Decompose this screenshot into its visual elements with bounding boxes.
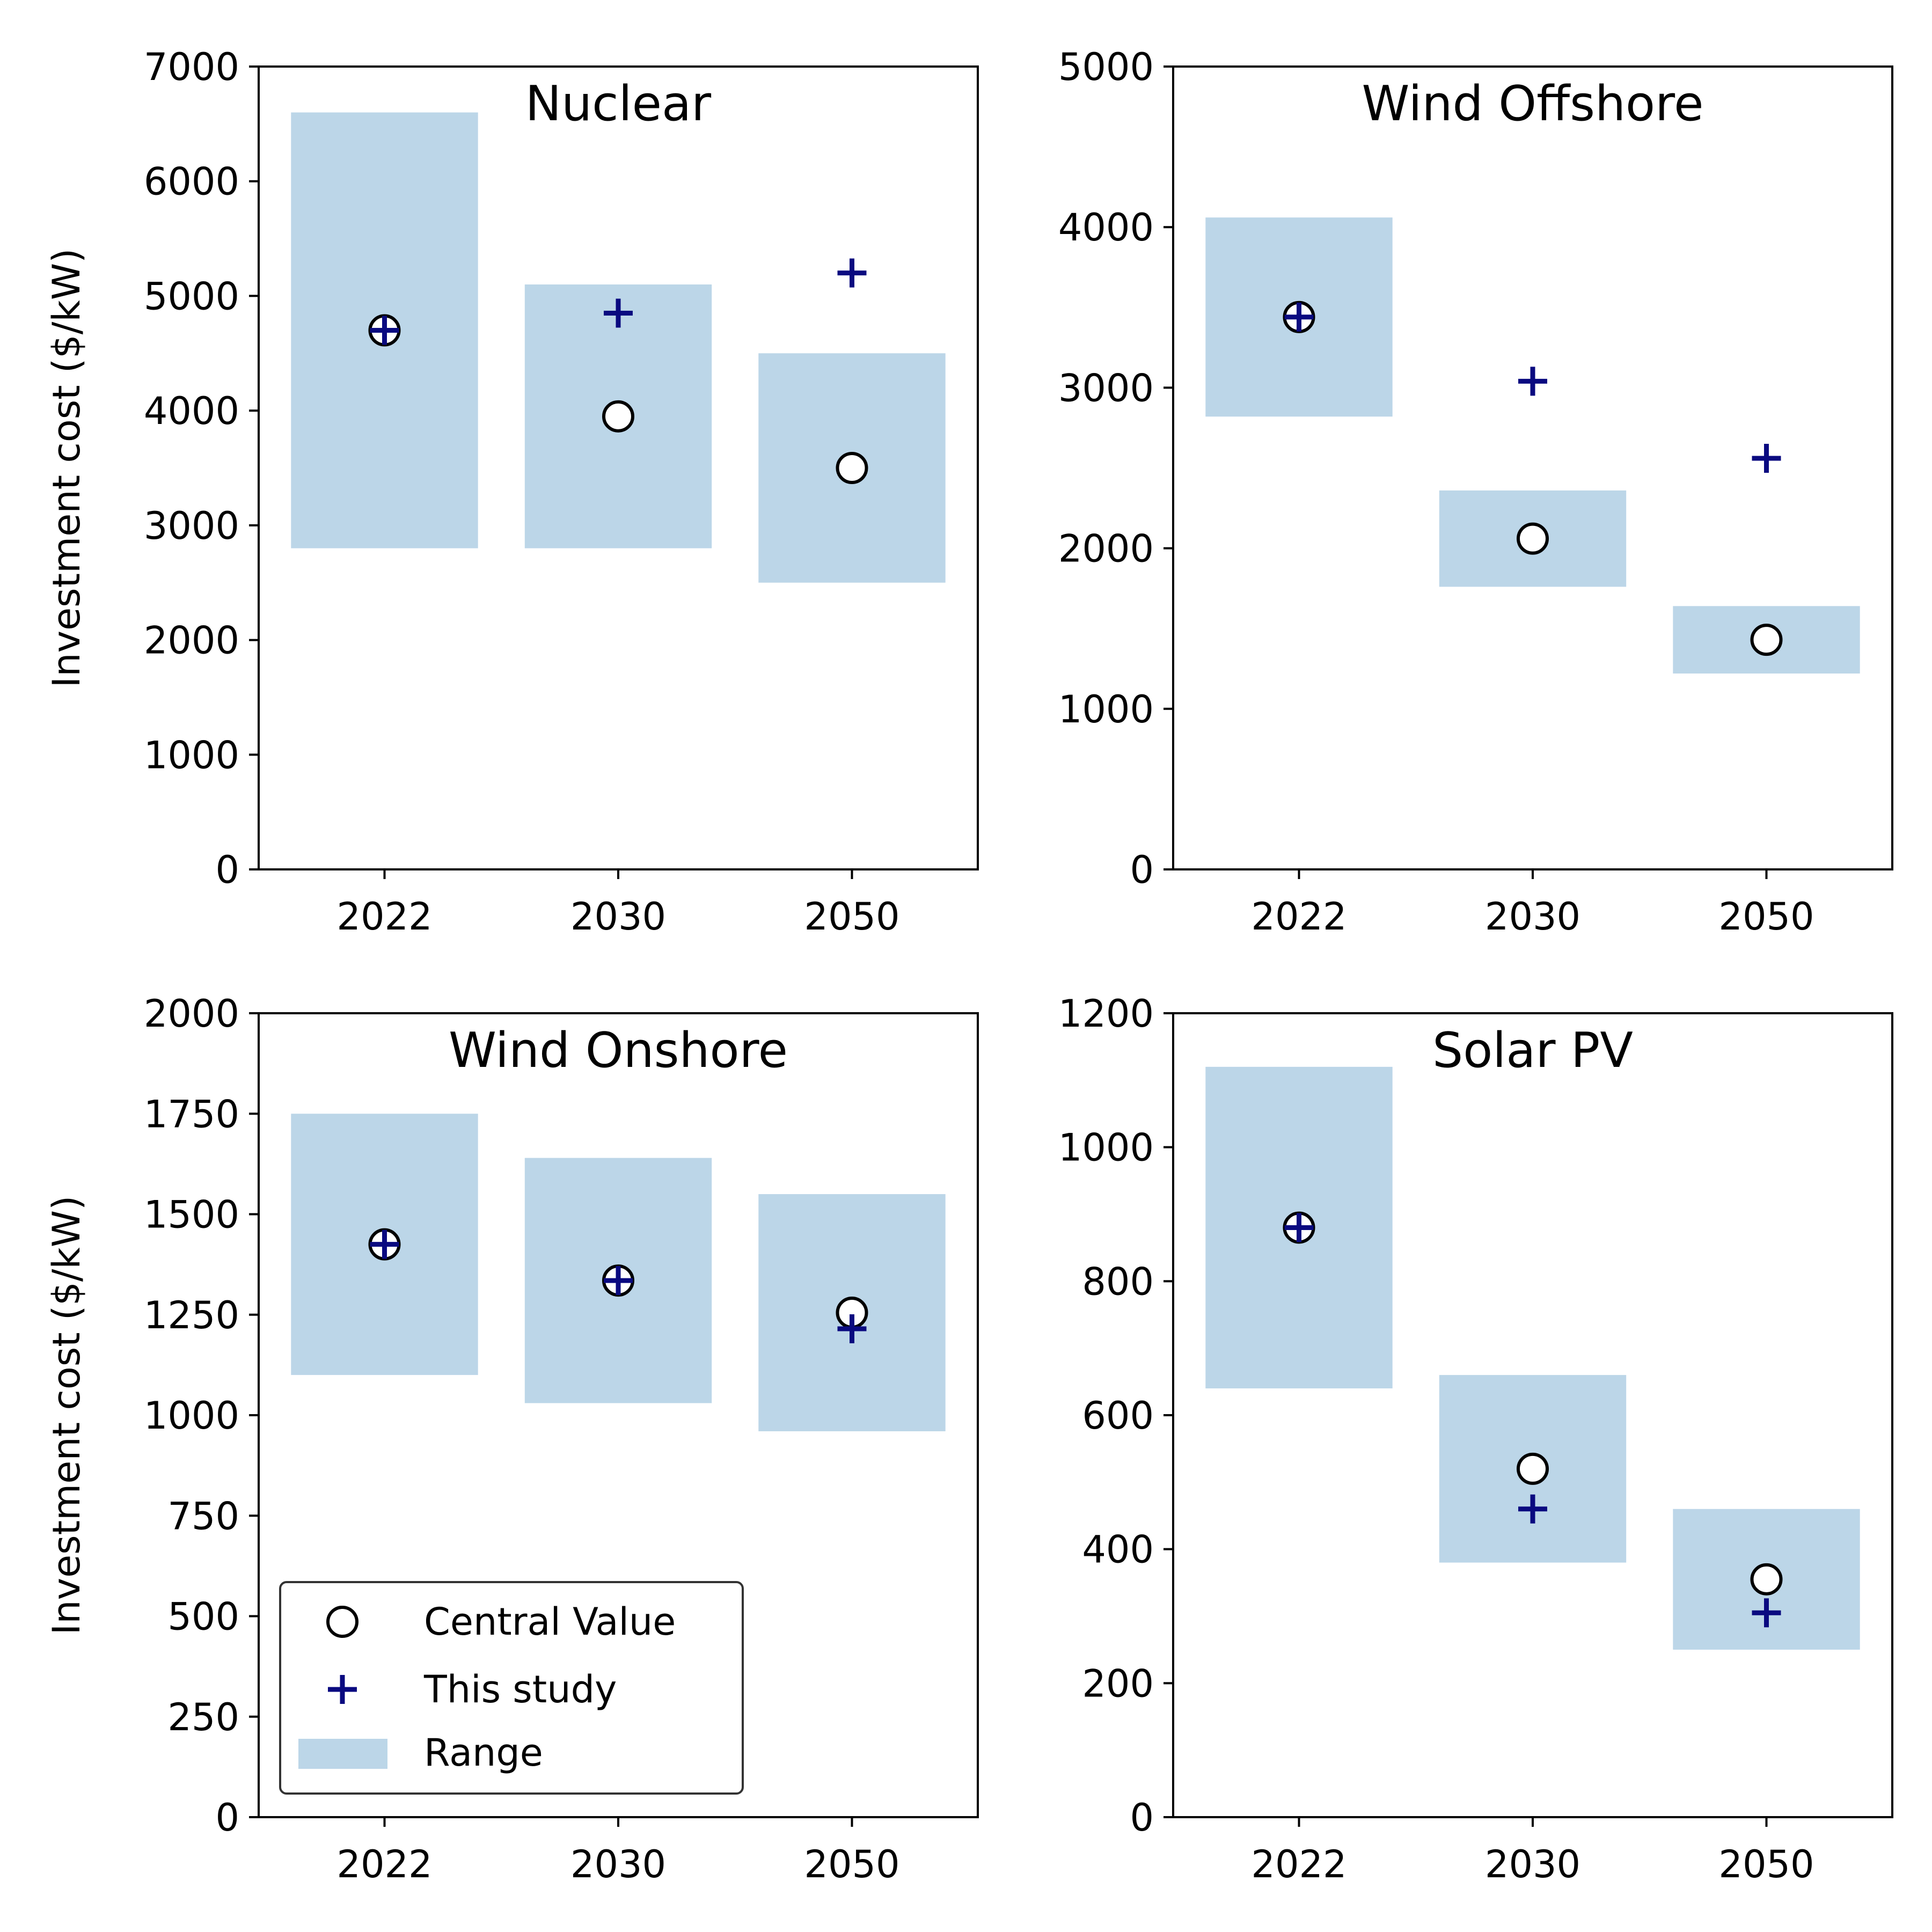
y-tick-label: 2000 bbox=[144, 619, 239, 663]
panel-nuclear: 0 1000 2000 3000 4000 5000 6000 7000 2022 2030 205… bbox=[45, 45, 979, 939]
x-tick-label: 2030 bbox=[570, 895, 666, 939]
x-tick-label: 2022 bbox=[1251, 1842, 1346, 1886]
x-tick-label: 2022 bbox=[336, 1842, 432, 1886]
this-study-marker-2030 bbox=[604, 1266, 633, 1296]
y-tick-label: 0 bbox=[215, 848, 239, 892]
x-tick-label: 2022 bbox=[336, 895, 432, 939]
y-tick-label: 1000 bbox=[144, 1394, 239, 1438]
x-tick-label: 2050 bbox=[1718, 1842, 1814, 1886]
y-tick-label: 750 bbox=[167, 1494, 239, 1538]
central-value-marker-2050 bbox=[1750, 1563, 1783, 1596]
y-tick-label: 2000 bbox=[1058, 527, 1154, 571]
y-tick-label: 3000 bbox=[144, 504, 239, 548]
y-tick-label: 1000 bbox=[1058, 1126, 1154, 1170]
this-study-marker-2050 bbox=[837, 1314, 867, 1343]
x-tick-label: 2030 bbox=[1485, 895, 1580, 939]
this-study-marker-2022 bbox=[1284, 1213, 1314, 1242]
central-value-marker-2050 bbox=[836, 452, 868, 484]
central-value-marker-2030 bbox=[602, 400, 634, 433]
y-tick-label: 400 bbox=[1082, 1528, 1154, 1572]
legend-box bbox=[279, 1581, 744, 1795]
y-tick-label: 0 bbox=[1130, 848, 1154, 892]
y-tick-label: 1750 bbox=[144, 1092, 239, 1136]
y-tick-label: 250 bbox=[167, 1695, 239, 1739]
legend-study-marker bbox=[328, 1675, 357, 1704]
y-tick-label: 200 bbox=[1082, 1662, 1154, 1706]
y-tick-label: 600 bbox=[1082, 1394, 1154, 1438]
legend-label-central: Central Value bbox=[424, 1600, 676, 1644]
y-tick-label: 0 bbox=[215, 1796, 239, 1840]
legend-central-marker bbox=[326, 1606, 358, 1638]
panel-title: Wind Offshore bbox=[1362, 76, 1703, 132]
this-study-marker-2030 bbox=[604, 298, 633, 328]
y-axis-label: Investment cost ($/kW) bbox=[45, 1196, 89, 1635]
legend-range-swatch bbox=[298, 1739, 387, 1769]
x-tick-label: 2050 bbox=[1718, 895, 1814, 939]
x-tick-label: 2050 bbox=[804, 1842, 899, 1886]
x-tick-label: 2030 bbox=[570, 1842, 666, 1886]
y-tick-label: 3000 bbox=[1058, 366, 1154, 410]
this-study-marker-2050 bbox=[1752, 1598, 1781, 1628]
panel-title: Solar PV bbox=[1432, 1022, 1633, 1079]
y-tick-label: 4000 bbox=[144, 389, 239, 433]
this-study-marker-2022 bbox=[370, 316, 399, 345]
y-axis-label: Investment cost ($/kW) bbox=[45, 248, 89, 688]
y-tick-label: 7000 bbox=[144, 45, 239, 89]
this-study-marker-2022 bbox=[1284, 302, 1314, 332]
y-tick-label: 5000 bbox=[144, 274, 239, 318]
panel-solar-pv: 0 200 400 600 800 1000 1200 2022 2030 2050 Solar P… bbox=[1058, 992, 1893, 1886]
central-value-marker-2050 bbox=[1750, 624, 1783, 656]
legend: Central Value This study Range bbox=[279, 1581, 744, 1795]
central-value-marker-2030 bbox=[1517, 522, 1549, 555]
panel-title: Nuclear bbox=[525, 76, 711, 132]
this-study-marker-2050 bbox=[837, 258, 867, 288]
this-study-marker-2030 bbox=[1518, 367, 1547, 396]
this-study-marker-2050 bbox=[1752, 444, 1781, 473]
y-tick-label: 5000 bbox=[1058, 45, 1154, 89]
legend-label-range: Range bbox=[424, 1731, 543, 1775]
y-tick-label: 2000 bbox=[144, 992, 239, 1036]
central-value-marker-2030 bbox=[1517, 1452, 1549, 1485]
y-tick-label: 1000 bbox=[144, 733, 239, 777]
y-tick-label: 800 bbox=[1082, 1260, 1154, 1304]
panel-title: Wind Onshore bbox=[449, 1022, 788, 1079]
x-tick-label: 2030 bbox=[1485, 1842, 1580, 1886]
y-tick-label: 1500 bbox=[144, 1193, 239, 1237]
y-tick-label: 1250 bbox=[144, 1293, 239, 1337]
axes-frame bbox=[1172, 65, 1893, 870]
x-tick-label: 2050 bbox=[804, 895, 899, 939]
y-tick-label: 0 bbox=[1130, 1796, 1154, 1840]
legend-label-study: This study bbox=[423, 1667, 617, 1711]
y-tick-label: 1000 bbox=[1058, 687, 1154, 731]
y-tick-label: 6000 bbox=[144, 160, 239, 204]
y-tick-label: 1200 bbox=[1058, 992, 1154, 1036]
x-tick-label: 2022 bbox=[1251, 895, 1346, 939]
panel-wind-onshore: 0 250 500 750 1000 1250 1500 1750 2000 2022 2030 20… bbox=[45, 992, 979, 1886]
y-tick-label: 500 bbox=[167, 1595, 239, 1639]
panel-wind-offshore: 0 1000 2000 3000 4000 5000 2022 2030 2050 Wind Of… bbox=[1058, 45, 1893, 939]
this-study-marker-2022 bbox=[370, 1230, 399, 1259]
y-tick-label: 4000 bbox=[1058, 206, 1154, 250]
this-study-marker-2030 bbox=[1518, 1494, 1547, 1524]
